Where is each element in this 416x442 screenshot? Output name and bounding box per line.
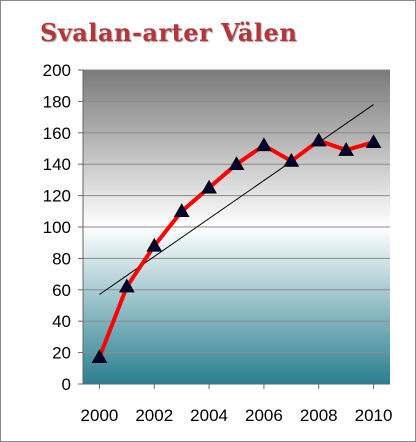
y-tick-label: 40: [52, 312, 71, 331]
data-markers: [91, 132, 382, 364]
data-point: [338, 142, 355, 156]
y-tick-label: 80: [52, 249, 71, 268]
data-point: [118, 278, 135, 293]
y-tick-marks: [78, 69, 83, 385]
y-tick-label: 120: [43, 187, 71, 206]
y-tick-label: 100: [43, 218, 71, 237]
x-tick-label: 2002: [135, 406, 173, 425]
y-tick-label: 20: [52, 344, 71, 363]
x-tick-label: 2008: [300, 406, 338, 425]
y-tick-labels: 0 20 40 60 80 100 120 140 160 180 200: [43, 61, 71, 394]
data-point: [310, 132, 327, 147]
grid-lines: [83, 69, 390, 354]
data-point: [91, 349, 108, 364]
data-point: [146, 237, 163, 252]
data-point: [173, 203, 190, 218]
data-point: [256, 137, 272, 152]
data-point: [365, 134, 382, 148]
y-tick-label: 200: [43, 61, 71, 80]
chart-title: Svalan-arter Välen: [40, 18, 298, 47]
x-tick-label: 2000: [81, 406, 119, 425]
x-tick-marks: [98, 384, 375, 389]
y-tick-label: 140: [43, 155, 71, 174]
y-tick-label: 160: [43, 124, 71, 143]
data-point: [228, 156, 245, 170]
y-tick-label: 180: [43, 92, 71, 111]
y-tick-label: 60: [52, 281, 71, 300]
y-tick-label: 0: [62, 375, 71, 394]
data-point: [201, 179, 217, 194]
x-tick-label: 2004: [190, 406, 228, 425]
x-tick-label: 2006: [245, 406, 283, 425]
x-tick-label: 2010: [355, 406, 393, 425]
data-point: [283, 153, 300, 167]
x-tick-labels: 2000 2002 2004 2006 2008 2010: [81, 406, 393, 425]
